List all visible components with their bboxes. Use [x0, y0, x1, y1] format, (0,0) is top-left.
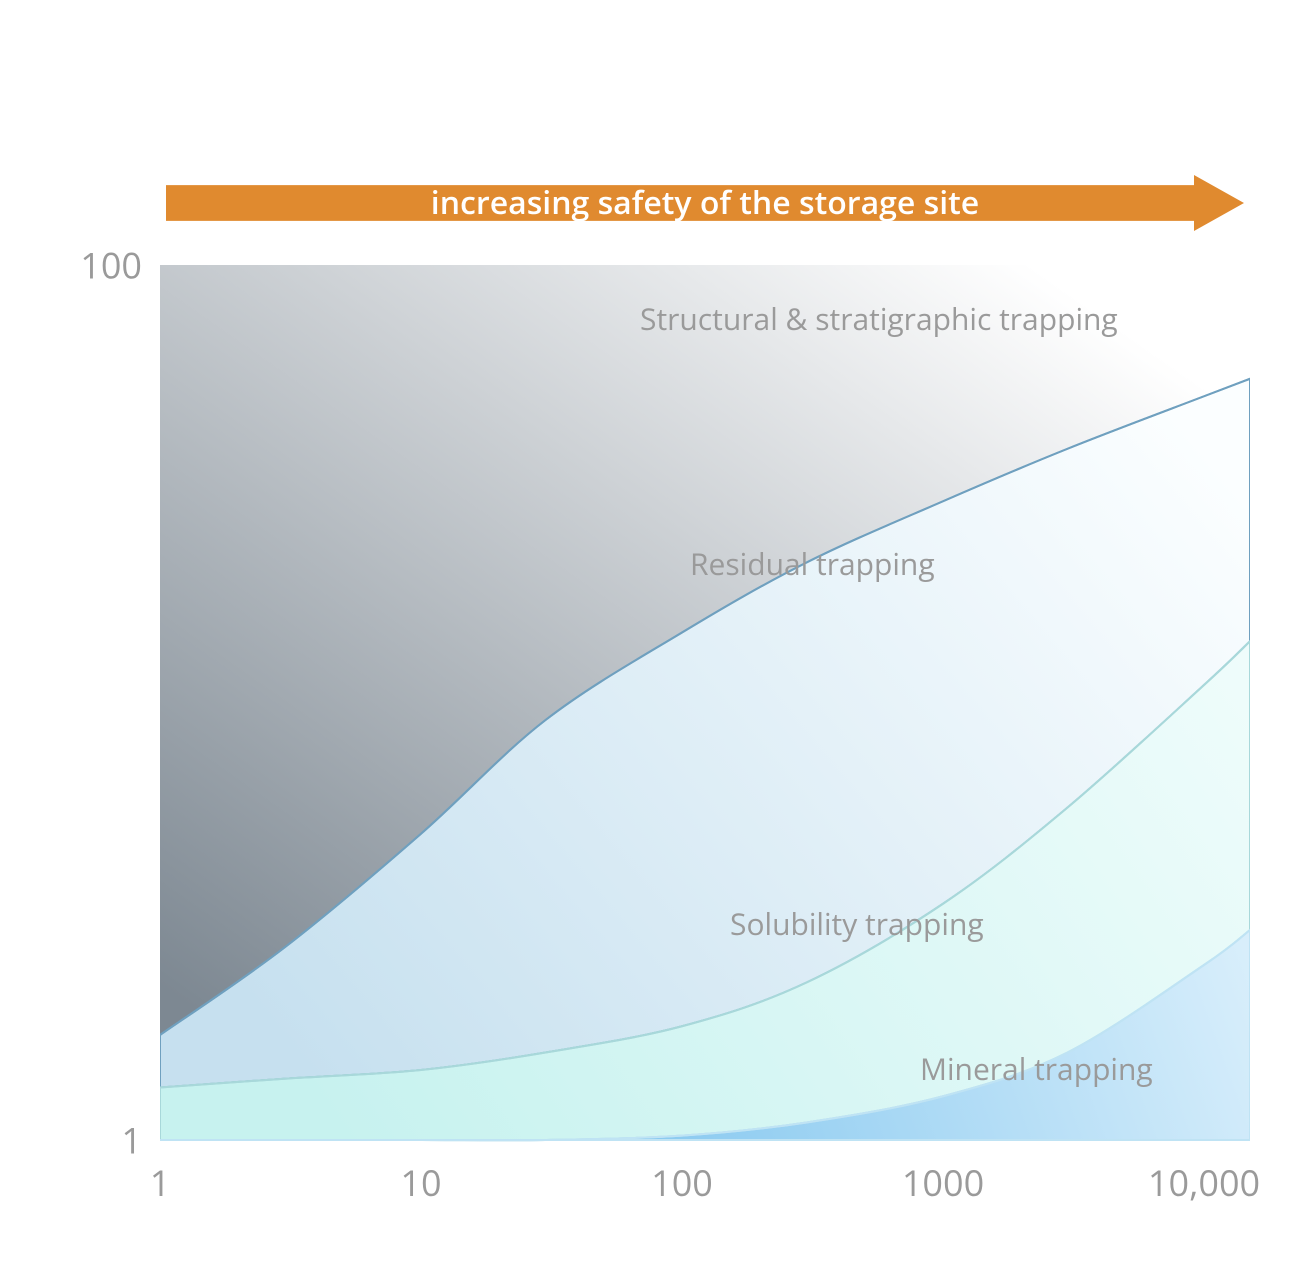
- x-tick-label: 1000: [902, 1158, 984, 1207]
- chart-card: Trapping contribution % Structural & str…: [0, 0, 1312, 1284]
- plot-area: Structural & stratigraphic trapping Resid…: [160, 175, 1250, 1140]
- x-tick-label: 100: [651, 1158, 713, 1207]
- y-tick-label: 100: [80, 241, 142, 290]
- x-tick-label: 1: [150, 1158, 171, 1207]
- x-tick-label: 10: [400, 1158, 441, 1207]
- region-label: Structural & stratigraphic trapping: [640, 298, 1118, 339]
- region-label: Residual trapping: [690, 543, 935, 584]
- region-label: Solubility trapping: [730, 903, 984, 944]
- x-tick-label: 10,000: [1148, 1158, 1260, 1207]
- y-tick-label: 1: [121, 1116, 142, 1165]
- plot-svg: Structural & stratigraphic trapping Resid…: [160, 175, 1250, 1235]
- region-label: Mineral trapping: [920, 1048, 1153, 1089]
- safety-arrow-label: increasing safety of the storage site: [431, 181, 979, 224]
